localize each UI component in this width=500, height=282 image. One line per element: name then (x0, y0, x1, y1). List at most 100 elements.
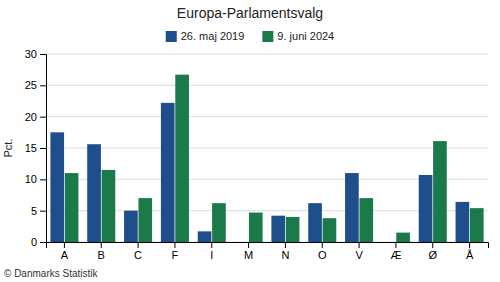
tick-mark (174, 242, 175, 248)
tick-label: I (210, 249, 213, 261)
tick-label: 10 (25, 173, 37, 185)
bar (359, 198, 373, 242)
title: Europa-Parlamentsvalg (177, 5, 323, 21)
bar (286, 217, 300, 242)
grid-line (46, 85, 488, 86)
tick-mark (40, 54, 46, 55)
tick-label: 5 (31, 205, 37, 217)
bar (419, 175, 433, 242)
bar (175, 75, 189, 242)
footer: © Danmarks Statistik (4, 268, 99, 279)
tick: 20 (25, 111, 46, 123)
tick-mark (322, 242, 323, 248)
y-axis-title: Pct. (2, 139, 14, 158)
tick-mark (138, 242, 139, 248)
bar (102, 170, 116, 242)
tick: B (98, 242, 105, 261)
tick-label: N (281, 249, 289, 261)
grid (46, 54, 488, 242)
legend-swatch (166, 31, 177, 42)
tick-label: 0 (31, 236, 37, 248)
tick-mark (211, 242, 212, 248)
grid-line (46, 116, 488, 117)
tick: 15 (25, 142, 46, 154)
tick-label: 30 (25, 48, 37, 60)
tick-mark (248, 242, 249, 248)
tick-mark (101, 242, 102, 248)
tick-label: C (134, 249, 142, 261)
legend-item: 9. juni 2024 (262, 30, 334, 42)
tick-mark (359, 242, 360, 248)
y-axis: 0 5 10 15 20 25 30 (25, 48, 47, 248)
bar (470, 208, 484, 242)
bar (345, 173, 359, 242)
legend-swatch (262, 31, 273, 42)
tick-mark (40, 211, 46, 212)
bar (271, 216, 285, 242)
tick: Æ (390, 242, 401, 261)
axis-line (47, 243, 489, 249)
tick-label: M (244, 249, 253, 261)
tick-label: B (98, 249, 105, 261)
bar (456, 202, 470, 242)
bar (235, 242, 249, 243)
tick-mark (40, 85, 46, 86)
bars (50, 75, 483, 242)
bar (249, 213, 263, 242)
tick-mark (40, 117, 46, 118)
x-axis: ABCFIMNOVÆØÅ (47, 242, 489, 261)
bar (198, 231, 212, 242)
legend-item: 26. maj 2019 (166, 30, 245, 42)
bar (433, 141, 447, 242)
tick-mark (40, 148, 46, 149)
tick: F (172, 242, 179, 261)
tick-label: A (61, 249, 69, 261)
tick: 0 (31, 236, 46, 248)
tick-mark (395, 242, 396, 248)
tick-mark (285, 242, 286, 248)
bar (323, 218, 337, 242)
tick: I (210, 242, 213, 261)
tick: 25 (25, 79, 46, 91)
tick-label: Ø (428, 249, 437, 261)
tick: Ø (428, 242, 437, 261)
bar (50, 132, 64, 242)
tick-label: 15 (25, 142, 37, 154)
tick: A (61, 242, 69, 261)
tick-label: V (355, 249, 363, 261)
bar (161, 103, 175, 242)
tick-mark (40, 179, 46, 180)
tick: 10 (25, 173, 46, 185)
bar (396, 233, 410, 242)
bar (138, 198, 152, 242)
bar (382, 242, 396, 243)
plot: 0 5 10 15 20 25 30 A B C F I M N O V Æ Ø Å Pct. (2, 48, 489, 261)
legend-label: 9. juni 2024 (277, 30, 334, 42)
grid-line (46, 54, 488, 55)
axis-line (40, 55, 47, 243)
tick-label: O (318, 249, 327, 261)
tick-label: Å (466, 249, 474, 261)
tick: 30 (25, 48, 46, 60)
tick-label: Æ (390, 249, 401, 261)
legend: 26. maj 2019 9. juni 2024 (166, 30, 335, 42)
tick: M (244, 242, 253, 261)
bar (212, 203, 226, 242)
chart: Europa-Parlamentsvalg 26. maj 2019 9. juni… (0, 0, 500, 282)
tick: V (355, 242, 363, 261)
grid-line (46, 148, 488, 149)
tick-mark (64, 242, 65, 248)
tick: Å (466, 242, 474, 261)
tick-mark (432, 242, 433, 248)
tick-label: 25 (25, 79, 37, 91)
tick-label: 20 (25, 111, 37, 123)
bar (124, 211, 138, 242)
tick-mark (40, 242, 46, 243)
tick: C (134, 242, 142, 261)
bar (87, 144, 101, 242)
bar (308, 203, 322, 242)
bar (65, 173, 79, 242)
legend-label: 26. maj 2019 (181, 30, 245, 42)
tick-mark (469, 242, 470, 248)
tick-label: F (172, 249, 179, 261)
